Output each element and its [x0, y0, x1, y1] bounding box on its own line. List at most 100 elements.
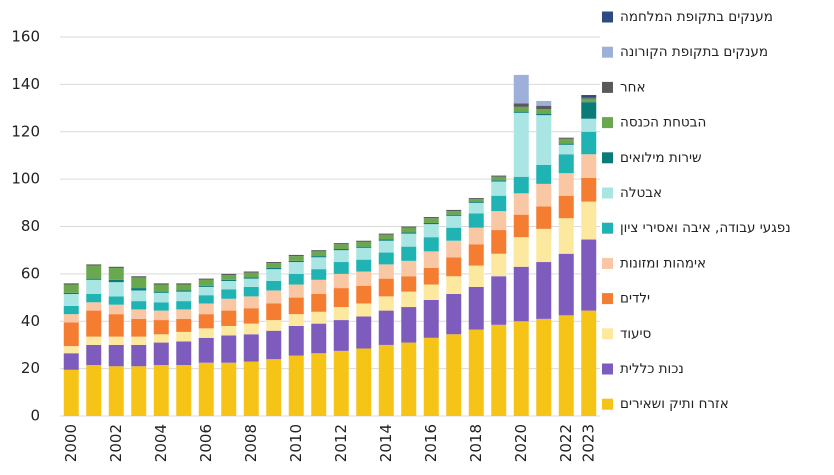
bar-segment [468, 329, 484, 416]
bar-segment [378, 240, 394, 253]
bar-segment [581, 97, 597, 99]
bar-segment [266, 320, 282, 331]
bar-segment [108, 336, 124, 345]
bar-segment [266, 263, 282, 268]
bar-segment [356, 285, 372, 304]
bar-segment [243, 286, 259, 297]
bar-segment [378, 252, 394, 265]
bar-segment [401, 342, 417, 416]
bar-segment [536, 206, 552, 229]
x-tick-label: 2018 [467, 424, 485, 462]
bar-segment [446, 227, 462, 241]
bar-segment [356, 259, 372, 272]
y-tick-label: 120 [11, 122, 40, 140]
bar-segment [311, 279, 327, 295]
y-tick-label: 60 [21, 264, 40, 282]
x-tick-label: 2006 [197, 424, 215, 462]
bar-segment [423, 337, 439, 416]
bar-segment [311, 353, 327, 416]
bar-segment [581, 201, 597, 240]
bar-segment [536, 100, 552, 106]
bar-segment [356, 240, 372, 242]
bar-segment [86, 344, 102, 366]
bar-segment [108, 366, 124, 416]
x-tick-label: 2010 [287, 424, 305, 462]
bar-segment [176, 318, 192, 332]
bar-segment [468, 202, 484, 214]
bar-segment [446, 334, 462, 416]
bar-segment [513, 214, 529, 238]
bar-segment [63, 283, 79, 285]
bar-segment [491, 180, 507, 182]
bar-segment [558, 315, 574, 416]
bar-segment [198, 295, 214, 304]
bar-segment [468, 199, 484, 202]
legend-swatch [602, 187, 613, 199]
x-tick-label: 2022 [557, 424, 575, 462]
bar-segment [423, 251, 439, 268]
bar-segment [221, 289, 237, 299]
bar-segment [423, 237, 439, 252]
bar-segment [491, 324, 507, 416]
bar-segment [198, 362, 214, 416]
bar-segment [266, 330, 282, 360]
bar-segment [423, 224, 439, 238]
bar-segment [513, 321, 529, 416]
bar-segment [266, 267, 282, 270]
bar-segment [581, 154, 597, 178]
bar-segment [108, 279, 124, 283]
bar-segment [423, 217, 439, 219]
bar-segment [491, 195, 507, 212]
bar-segment [446, 214, 462, 216]
bar-segment [446, 276, 462, 295]
bar-segment [243, 334, 259, 362]
bar-segment [288, 254, 304, 257]
legend-swatch [602, 222, 613, 234]
bar-segment [86, 278, 102, 280]
bar-segment [356, 247, 372, 260]
bar-segment [491, 176, 507, 181]
bar-segment [356, 241, 372, 247]
bar-segment [333, 250, 349, 263]
bar-segment [176, 331, 192, 342]
bar-segment [131, 309, 147, 319]
bar-segment [491, 276, 507, 325]
bar-segment [558, 218, 574, 254]
bar-segment [446, 257, 462, 277]
bar-segment [153, 284, 169, 292]
bar-segment [333, 320, 349, 351]
bar-segment [311, 294, 327, 312]
bar-segment [513, 237, 529, 267]
bar-segment [513, 176, 529, 194]
bar-segment [288, 260, 304, 263]
bar-segment [243, 272, 259, 278]
x-tick-label: 2002 [107, 424, 125, 462]
bar-segment [491, 175, 507, 177]
bar-segment [108, 267, 124, 280]
bar-segment [266, 290, 282, 304]
bar-segment [581, 177, 597, 202]
x-tick-label: 2023 [579, 424, 597, 462]
bar-segment [243, 271, 259, 273]
legend-label: סיעוד [620, 326, 652, 342]
bar-segment [423, 222, 439, 225]
bar-segment [176, 284, 192, 291]
bar-segment [153, 302, 169, 311]
bar-segment [581, 310, 597, 416]
bar-segment [401, 276, 417, 292]
bar-segment [536, 115, 552, 165]
x-tick-label: 2016 [422, 424, 440, 462]
bar-segment [446, 240, 462, 258]
bar-segment [131, 276, 147, 278]
bar-segment [176, 290, 192, 292]
bar-segment [153, 334, 169, 343]
bar-segment [108, 296, 124, 305]
bar-segment [423, 299, 439, 338]
bar-segment [468, 227, 484, 245]
bar-segment [131, 344, 147, 367]
bar-segment [243, 278, 259, 287]
bar-segment [86, 264, 102, 266]
bar-segment [378, 264, 394, 279]
y-tick-label: 40 [21, 312, 40, 330]
